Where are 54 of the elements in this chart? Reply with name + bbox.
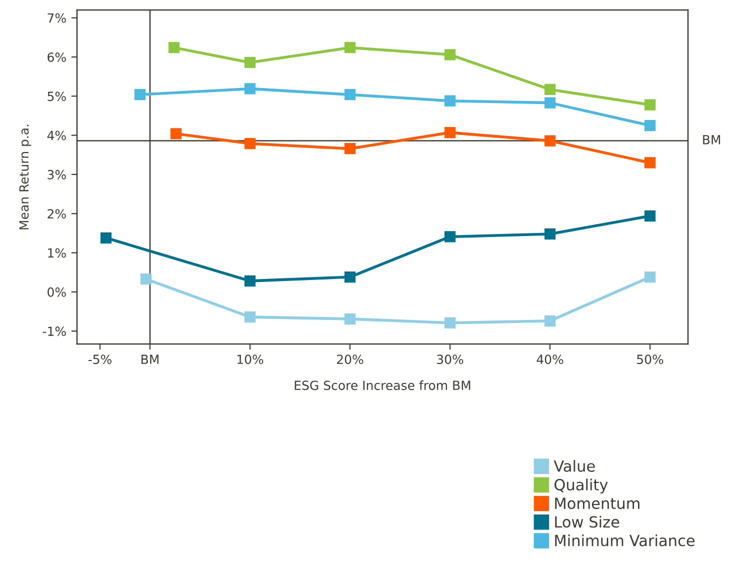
y-tick-label: 3% [48,170,66,180]
x-tick-label: -5% [88,354,112,364]
point [644,210,656,222]
point [444,49,456,60]
point [170,128,182,140]
point [244,311,256,323]
point [100,232,112,244]
point [244,83,256,94]
y-tick-label: 4% [47,130,66,140]
point [344,271,356,283]
point [644,157,656,168]
y-tick-label: 1% [48,248,66,258]
y-tick-label: 6% [48,52,66,62]
ref-line-label: BM [703,135,720,144]
point [544,135,556,146]
y-tick-label: 5% [48,92,66,102]
x-tick-label: 40% [536,354,564,364]
point [140,273,152,285]
x-tick-label: BM [142,354,158,364]
legend-label: Momentum [555,498,640,510]
point [544,84,556,96]
legend-label: Quality [554,478,608,494]
point [544,97,556,108]
point [644,99,656,110]
point [244,275,256,287]
y-tick-label: 2% [48,209,66,219]
point [244,56,256,68]
x-tick-label: 30% [437,354,464,364]
point [344,313,356,324]
y-axis-title: Mean Return p.a. [19,124,32,230]
point [168,42,180,54]
legend-label: Value [554,460,595,472]
point [444,95,456,106]
point [344,143,356,154]
point [134,89,146,100]
x-tick-label: 50% [637,354,664,364]
point [544,228,556,240]
y-tick-label: -1% [42,326,66,336]
point [444,231,456,242]
point [444,317,456,328]
x-tick-label: 20% [337,354,364,364]
point [544,315,556,326]
legend-label: Minimum Variance [555,534,695,546]
x-axis-title: ESG Score Increase from BM [294,380,470,390]
point [244,138,256,150]
legend-label: Low Size [555,516,620,528]
point [644,120,656,132]
y-tick-label: 0% [48,287,66,297]
point [344,89,356,100]
x-tick-label: 10% [237,354,264,364]
point [644,271,656,283]
point [344,42,356,54]
point [444,127,456,138]
y-tick-label: 7% [48,13,66,23]
